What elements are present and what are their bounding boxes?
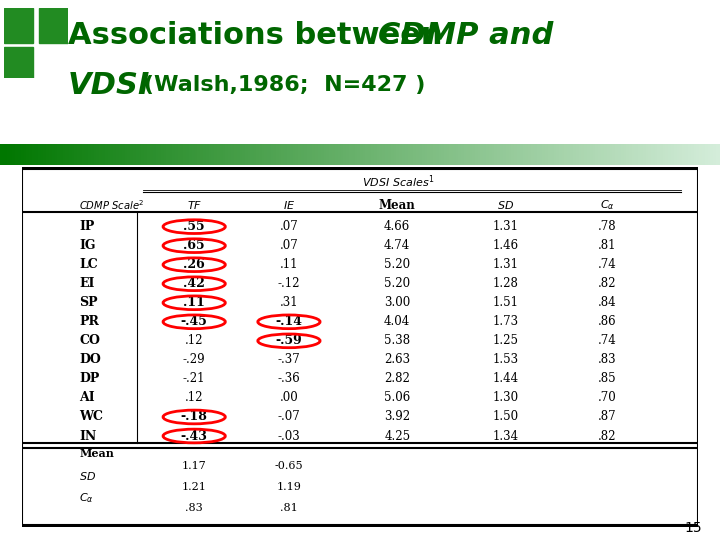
Text: $VDSI\ Scales^1$: $VDSI\ Scales^1$ bbox=[362, 173, 435, 190]
Bar bbox=[40, 8, 68, 43]
Text: DO: DO bbox=[79, 353, 101, 366]
Text: Mean: Mean bbox=[79, 448, 114, 459]
Text: 4.66: 4.66 bbox=[384, 220, 410, 233]
Text: .82: .82 bbox=[598, 429, 616, 442]
Text: 1.31: 1.31 bbox=[492, 220, 518, 233]
Text: .78: .78 bbox=[598, 220, 616, 233]
Text: IP: IP bbox=[79, 220, 94, 233]
Text: 1.19: 1.19 bbox=[276, 482, 302, 492]
Text: 1.73: 1.73 bbox=[492, 315, 518, 328]
Text: .87: .87 bbox=[598, 410, 616, 423]
Text: .00: .00 bbox=[279, 392, 298, 404]
Text: 4.74: 4.74 bbox=[384, 239, 410, 252]
Text: 4.04: 4.04 bbox=[384, 315, 410, 328]
Text: $IE$: $IE$ bbox=[283, 199, 295, 211]
Text: PR: PR bbox=[79, 315, 99, 328]
Text: .86: .86 bbox=[598, 315, 616, 328]
Bar bbox=[4, 8, 33, 43]
Text: .42: .42 bbox=[184, 277, 205, 290]
Text: -0.65: -0.65 bbox=[274, 461, 303, 470]
Text: DP: DP bbox=[79, 373, 99, 386]
Text: AI: AI bbox=[79, 392, 95, 404]
Text: $C_\alpha$: $C_\alpha$ bbox=[79, 491, 94, 505]
Text: .26: .26 bbox=[184, 258, 205, 271]
Text: 5.20: 5.20 bbox=[384, 277, 410, 290]
Text: .74: .74 bbox=[598, 334, 616, 347]
Text: .55: .55 bbox=[184, 220, 205, 233]
Text: -.45: -.45 bbox=[181, 315, 207, 328]
Text: .11: .11 bbox=[279, 258, 298, 271]
Text: CDMP and: CDMP and bbox=[378, 21, 554, 50]
Text: .81: .81 bbox=[598, 239, 616, 252]
Text: .31: .31 bbox=[279, 296, 298, 309]
Text: -.59: -.59 bbox=[276, 334, 302, 347]
Text: .81: .81 bbox=[280, 503, 298, 512]
Text: IN: IN bbox=[79, 429, 96, 442]
Text: 4.25: 4.25 bbox=[384, 429, 410, 442]
Text: -.03: -.03 bbox=[278, 429, 300, 442]
Text: 5.20: 5.20 bbox=[384, 258, 410, 271]
Text: 3.92: 3.92 bbox=[384, 410, 410, 423]
Text: 1.21: 1.21 bbox=[181, 482, 207, 492]
Text: .12: .12 bbox=[185, 392, 204, 404]
Text: IG: IG bbox=[79, 239, 96, 252]
Text: 2.63: 2.63 bbox=[384, 353, 410, 366]
Text: .84: .84 bbox=[598, 296, 616, 309]
Text: 15: 15 bbox=[685, 521, 702, 535]
Text: 2.82: 2.82 bbox=[384, 373, 410, 386]
Text: EI: EI bbox=[79, 277, 94, 290]
Text: -.37: -.37 bbox=[278, 353, 300, 366]
Text: .65: .65 bbox=[184, 239, 205, 252]
Text: LC: LC bbox=[79, 258, 98, 271]
Text: 5.06: 5.06 bbox=[384, 392, 410, 404]
Text: VDSI: VDSI bbox=[68, 71, 150, 100]
Text: 1.28: 1.28 bbox=[492, 277, 518, 290]
Text: .07: .07 bbox=[279, 239, 298, 252]
Text: CO: CO bbox=[79, 334, 100, 347]
Text: WC: WC bbox=[79, 410, 103, 423]
Text: 1.34: 1.34 bbox=[492, 429, 518, 442]
Text: .74: .74 bbox=[598, 258, 616, 271]
Text: Associations between: Associations between bbox=[68, 21, 453, 50]
Text: $CDMP\ Scale^2$: $CDMP\ Scale^2$ bbox=[79, 198, 145, 212]
Text: -.29: -.29 bbox=[183, 353, 205, 366]
Text: 1.31: 1.31 bbox=[492, 258, 518, 271]
Text: 1.44: 1.44 bbox=[492, 373, 518, 386]
Text: 1.51: 1.51 bbox=[492, 296, 518, 309]
Text: -.14: -.14 bbox=[276, 315, 302, 328]
Text: Mean: Mean bbox=[379, 199, 415, 212]
Text: .82: .82 bbox=[598, 277, 616, 290]
Text: .83: .83 bbox=[185, 503, 203, 512]
Text: -.18: -.18 bbox=[181, 410, 207, 423]
Text: (Walsh,1986;  N=427 ): (Walsh,1986; N=427 ) bbox=[136, 76, 426, 96]
Text: -.12: -.12 bbox=[278, 277, 300, 290]
Text: $SD$: $SD$ bbox=[497, 199, 514, 211]
Text: $TF$: $TF$ bbox=[186, 199, 202, 211]
Text: SP: SP bbox=[79, 296, 98, 309]
Text: 1.53: 1.53 bbox=[492, 353, 518, 366]
Text: $SD$: $SD$ bbox=[79, 470, 96, 482]
Text: .83: .83 bbox=[598, 353, 616, 366]
Text: 1.17: 1.17 bbox=[182, 461, 207, 470]
Text: .12: .12 bbox=[185, 334, 204, 347]
Text: .70: .70 bbox=[598, 392, 616, 404]
Text: -.21: -.21 bbox=[183, 373, 205, 386]
Text: .11: .11 bbox=[184, 296, 205, 309]
Text: 3.00: 3.00 bbox=[384, 296, 410, 309]
Text: 1.46: 1.46 bbox=[492, 239, 518, 252]
Text: 5.38: 5.38 bbox=[384, 334, 410, 347]
Text: -.43: -.43 bbox=[181, 429, 207, 442]
Text: 1.50: 1.50 bbox=[492, 410, 518, 423]
Text: 1.30: 1.30 bbox=[492, 392, 518, 404]
Text: $C_\alpha$: $C_\alpha$ bbox=[600, 198, 614, 212]
Text: .85: .85 bbox=[598, 373, 616, 386]
Text: .07: .07 bbox=[279, 220, 298, 233]
Text: -.07: -.07 bbox=[278, 410, 300, 423]
Text: -.36: -.36 bbox=[278, 373, 300, 386]
Text: 1.25: 1.25 bbox=[492, 334, 518, 347]
Bar bbox=[4, 47, 33, 78]
